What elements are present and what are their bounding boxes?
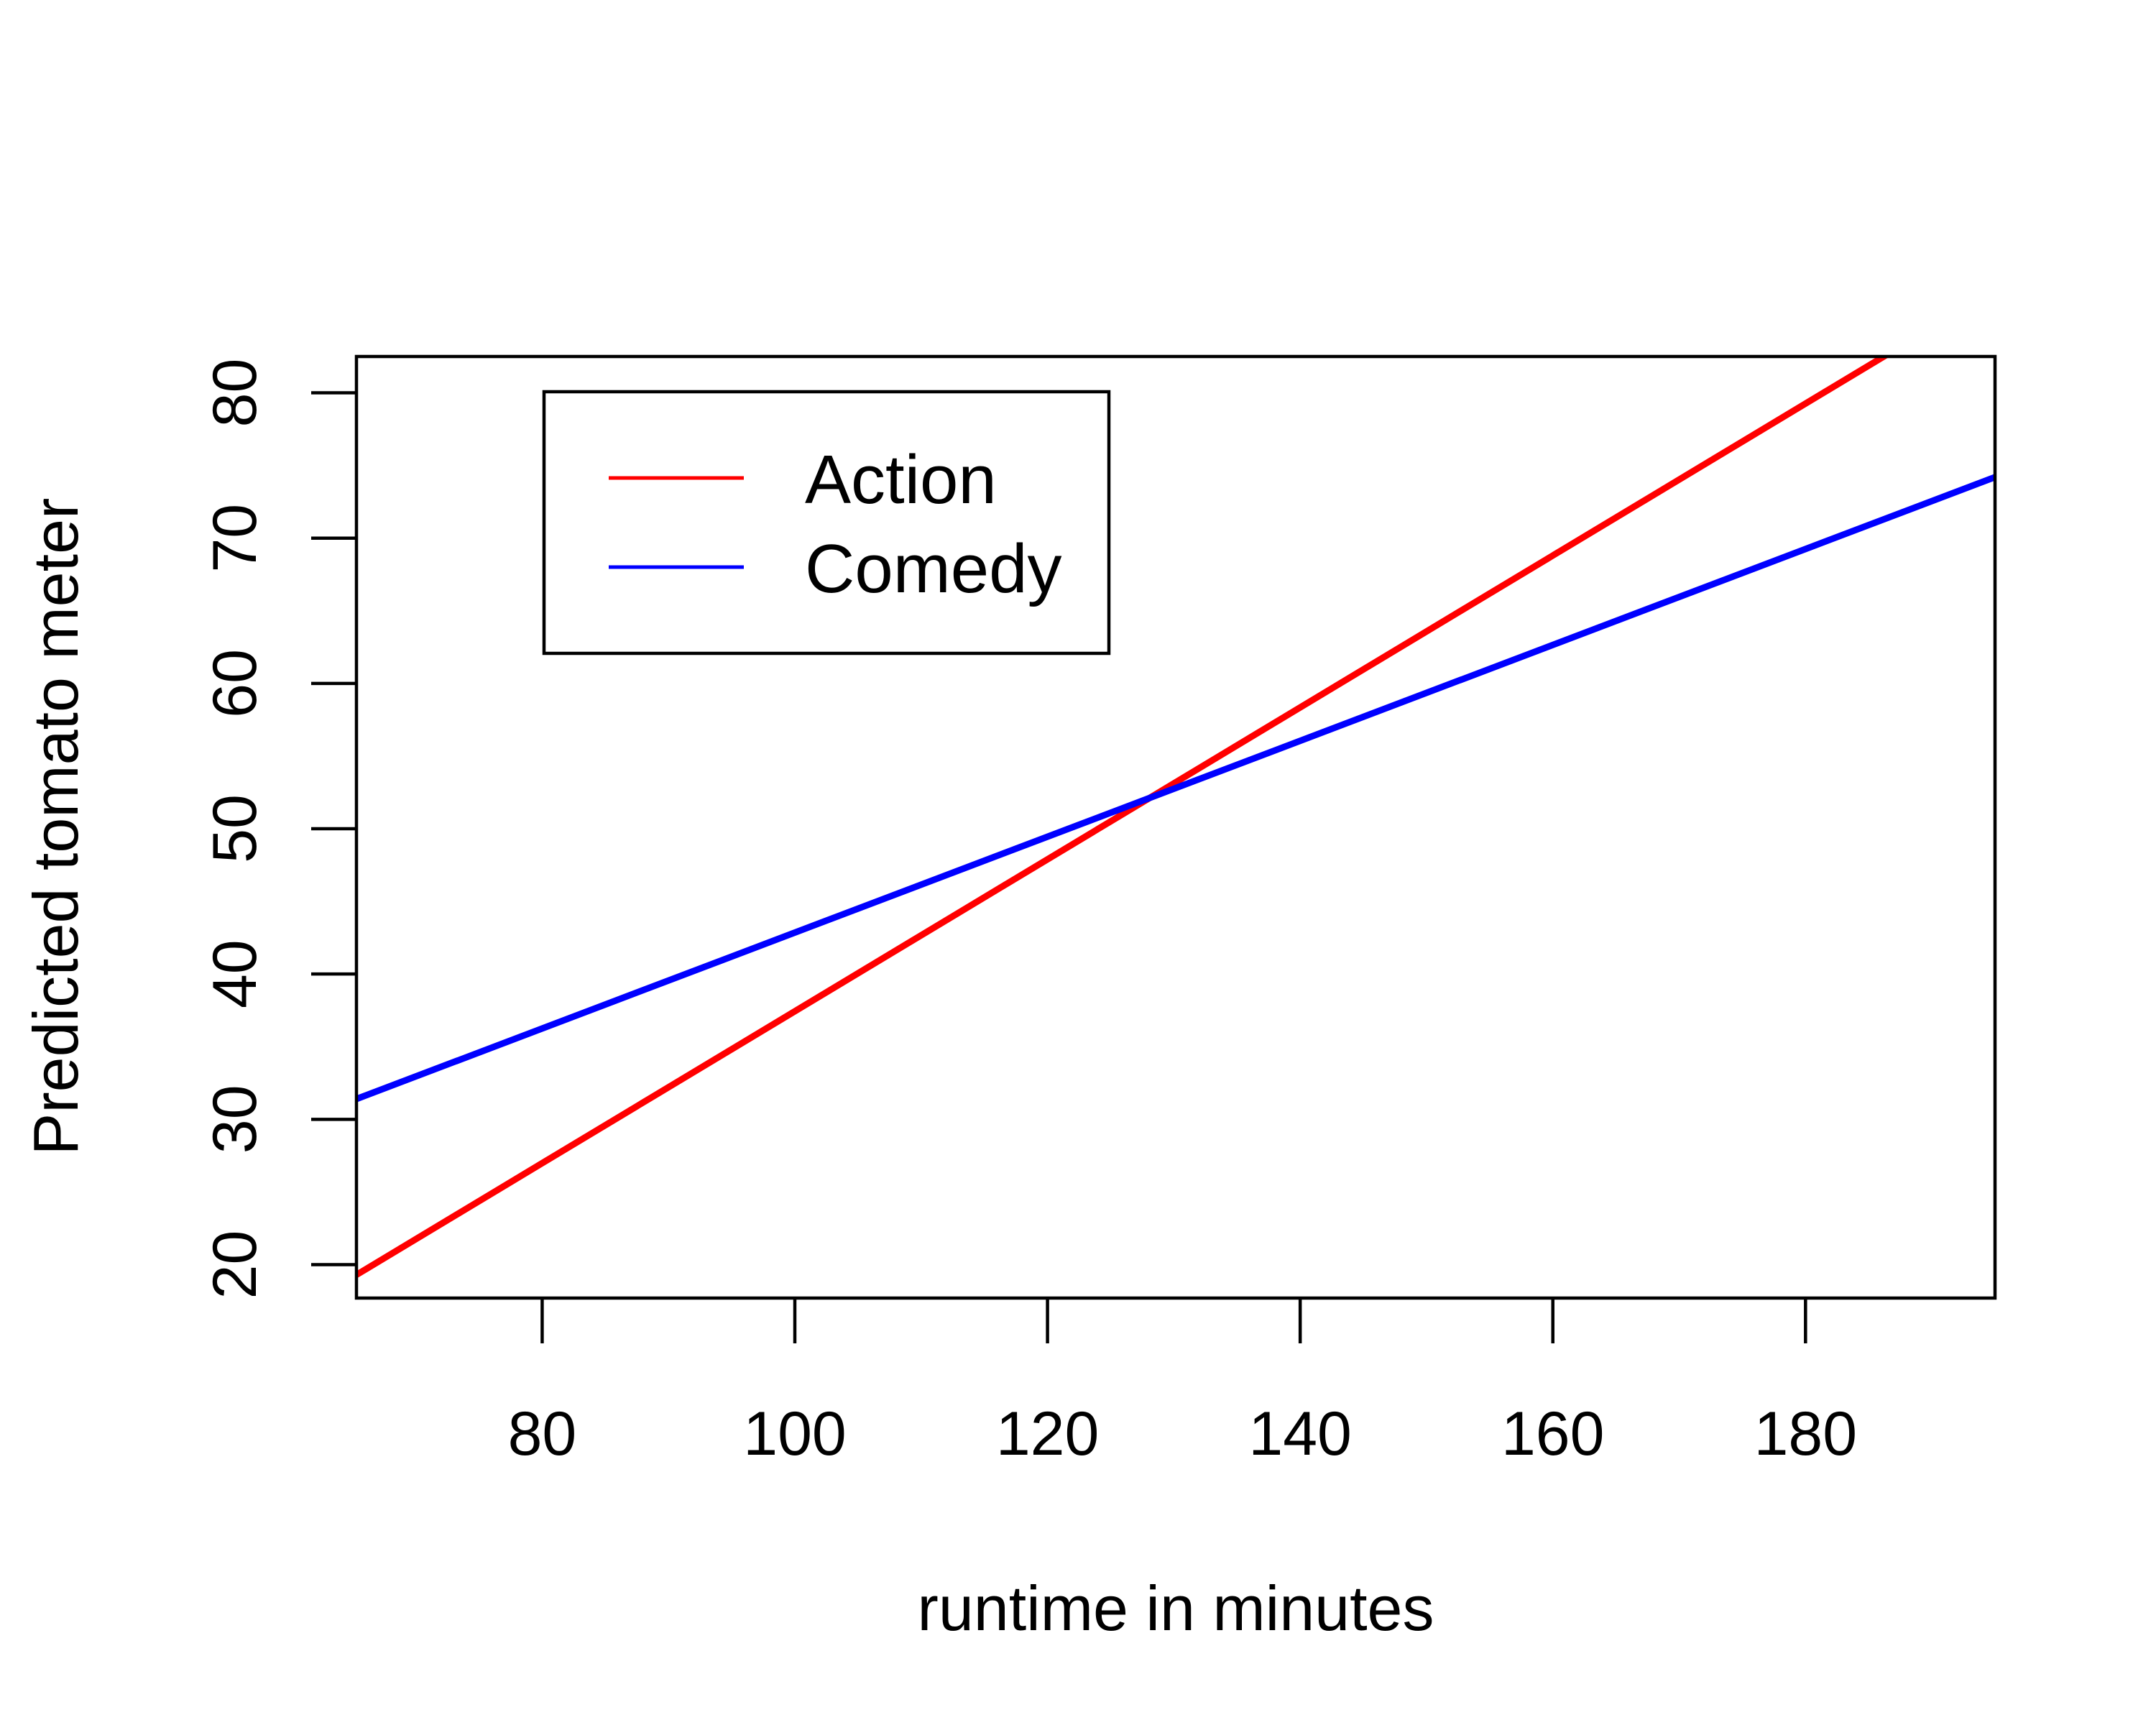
x-tick-label-100: 100 [743, 1399, 847, 1468]
y-tick-label-60: 60 [201, 649, 270, 718]
legend-box [542, 390, 1111, 656]
legend: Action Comedy [542, 390, 1111, 656]
y-axis: 20 30 40 50 60 70 80 [201, 359, 356, 1300]
x-axis: 80 100 120 140 160 180 [508, 1298, 1857, 1468]
x-tick-label-80: 80 [508, 1399, 577, 1468]
y-axis-title: Predicted tomato meter [20, 498, 91, 1156]
y-tick-label-70: 70 [201, 504, 270, 573]
y-tick-label-50: 50 [201, 794, 270, 863]
x-tick-label-120: 120 [996, 1399, 1100, 1468]
series-layer [356, 356, 1995, 1278]
y-tick-label-40: 40 [201, 939, 270, 1008]
x-tick-label-160: 160 [1501, 1399, 1605, 1468]
legend-label-action: Action [805, 441, 997, 518]
y-tick-label-20: 20 [201, 1230, 270, 1300]
y-tick-label-80: 80 [201, 359, 270, 428]
x-tick-label-180: 180 [1754, 1399, 1858, 1468]
series-line-comedy [356, 474, 1995, 1103]
x-axis-title: runtime in minutes [918, 1573, 1434, 1644]
series-line-action [356, 356, 1891, 1278]
x-tick-label-140: 140 [1248, 1399, 1352, 1468]
y-tick-label-30: 30 [201, 1085, 270, 1154]
legend-label-comedy: Comedy [805, 530, 1061, 607]
